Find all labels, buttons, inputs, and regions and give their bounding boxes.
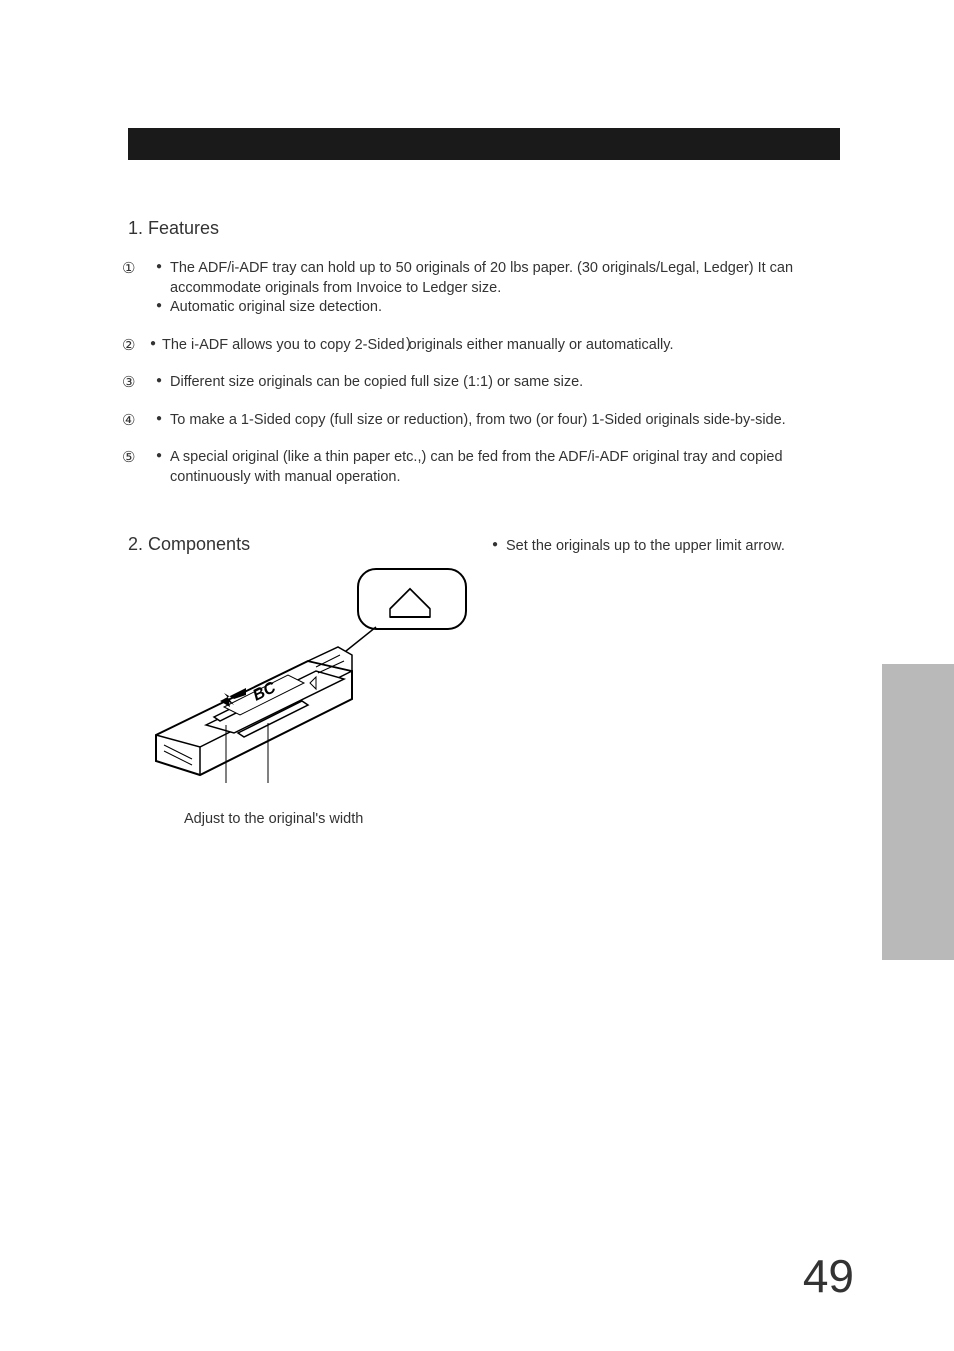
component-caption: Adjust to the original's width — [184, 811, 488, 827]
components-section: 2. Components — [128, 534, 842, 827]
feature-bullet: Different size originals can be copied f… — [156, 373, 842, 393]
adf-body: BC — [156, 647, 352, 775]
feature-bullet: The i-ADF allows you to copy 2-Sided ori… — [152, 336, 842, 356]
components-heading: 2. Components — [128, 534, 488, 555]
feature-bullet: Automatic original size detection. — [156, 298, 842, 318]
circled-number: ③ — [122, 373, 135, 391]
page-content: 1. Features ① The ADF/i-ADF tray can hol… — [0, 0, 882, 1351]
feature-item-5: ⑤ A special original (like a thin paper … — [128, 448, 842, 487]
circled-number: ⑤ — [122, 448, 135, 466]
upper-limit-note: Set the originals up to the upper limit … — [492, 538, 842, 554]
feature-bullet: To make a 1-Sided copy (full size or red… — [156, 411, 842, 431]
adf-diagram: BC — [128, 565, 468, 805]
features-section: 1. Features ① The ADF/i-ADF tray can hol… — [128, 218, 842, 488]
feature-item-1: ① The ADF/i-ADF tray can hold up to 50 o… — [128, 259, 842, 318]
feature-bullet: A special original (like a thin paper et… — [156, 448, 842, 487]
feature-item-4: ④ To make a 1-Sided copy (full size or r… — [128, 411, 842, 431]
circled-number: ① — [122, 259, 135, 277]
features-heading: 1. Features — [128, 218, 842, 239]
components-right: Set the originals up to the upper limit … — [488, 534, 842, 554]
feature-bullet: The ADF/i-ADF tray can hold up to 50 ori… — [156, 259, 842, 298]
sidebar-tab — [882, 664, 954, 960]
components-left: 2. Components — [128, 534, 488, 827]
circled-number: ④ — [122, 411, 135, 429]
page-number: 49 — [803, 1249, 854, 1303]
feature-item-2: ② ) The i-ADF allows you to copy 2-Sided… — [128, 336, 842, 356]
title-bar — [128, 128, 840, 160]
feature-item-3: ③ Different size originals can be copied… — [128, 373, 842, 393]
circled-number: ② — [122, 336, 135, 354]
